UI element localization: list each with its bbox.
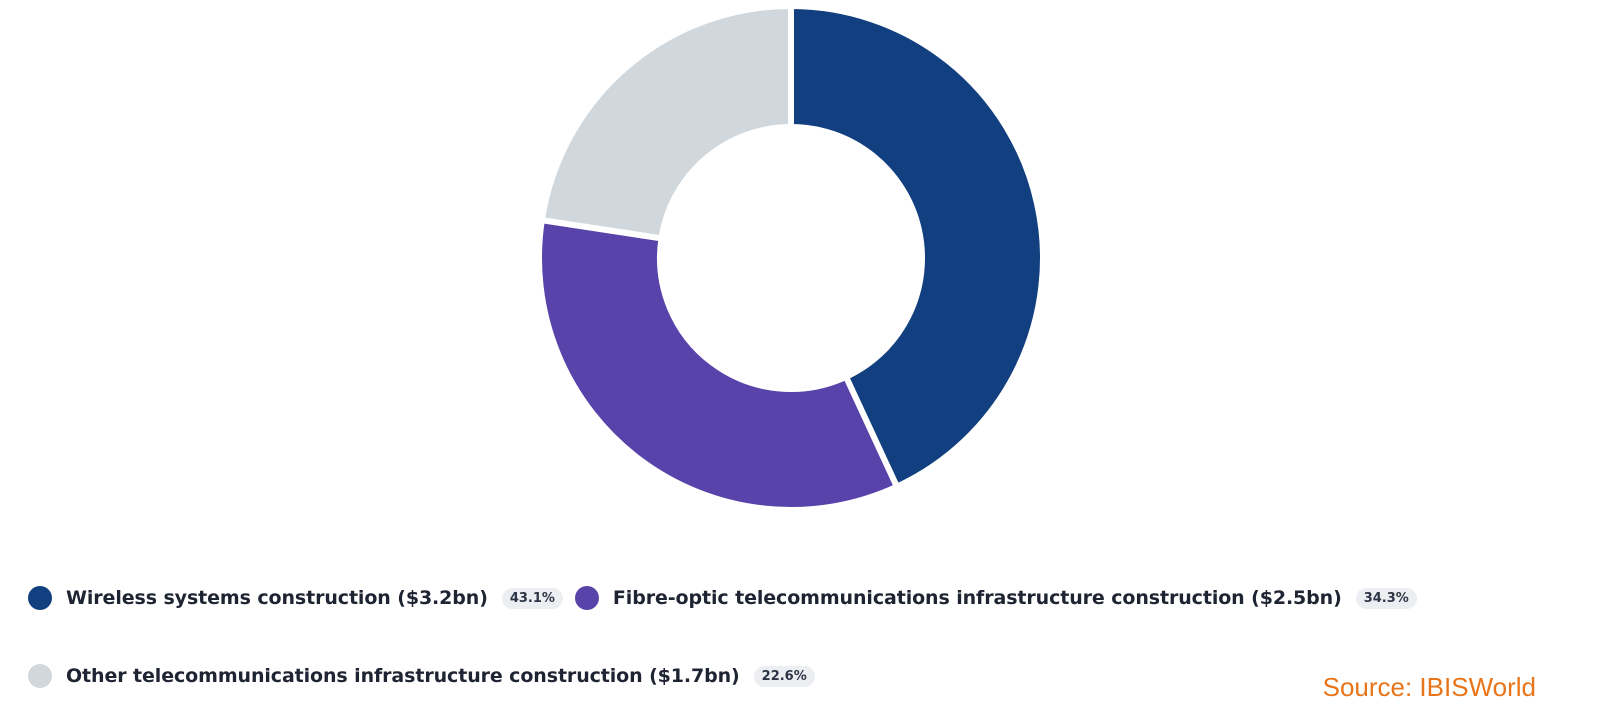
legend-percent-fibre-optic: 34.3% (1355, 587, 1417, 609)
legend-row-1: Wireless systems construction ($3.2bn) 4… (28, 586, 1429, 610)
source-credit: Source: IBISWorld (1322, 672, 1536, 702)
donut-slice-other[interactable] (538, 2, 794, 242)
legend-item-wireless[interactable]: Wireless systems construction ($3.2bn) 4… (28, 586, 563, 610)
legend-swatch-other (28, 664, 52, 688)
legend-row-2: Other telecommunications infrastructure … (28, 664, 827, 688)
donut-slice-wireless[interactable] (788, 2, 1046, 491)
legend-swatch-wireless (28, 586, 52, 610)
legend-item-fibre-optic[interactable]: Fibre-optic telecommunications infrastru… (574, 586, 1417, 610)
legend-label-fibre-optic: Fibre-optic telecommunications infrastru… (612, 587, 1342, 609)
legend-label-wireless: Wireless systems construction ($3.2bn) (66, 587, 488, 609)
legend-label-other: Other telecommunications infrastructure … (66, 665, 740, 687)
legend-percent-other: 22.6% (753, 665, 815, 687)
legend-item-other[interactable]: Other telecommunications infrastructure … (28, 664, 815, 688)
donut-slice-fibre-optic[interactable] (536, 216, 901, 513)
legend-percent-wireless: 43.1% (501, 587, 563, 609)
donut-chart (536, 2, 1046, 513)
legend-swatch-fibre-optic (574, 586, 599, 610)
